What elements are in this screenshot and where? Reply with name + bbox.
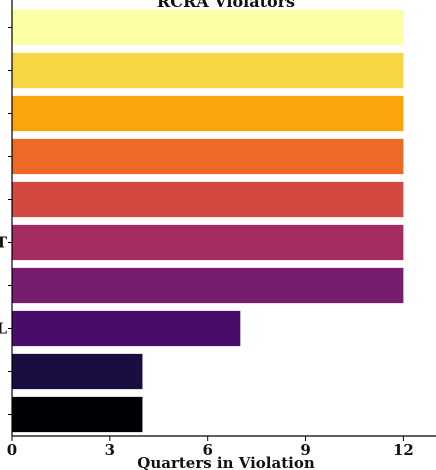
x-tick-label-3: 9: [300, 441, 310, 459]
bar-0: [12, 9, 404, 46]
bars-group: [12, 9, 404, 433]
bar-9: [12, 396, 143, 433]
bar-1: [12, 52, 404, 89]
x-tick-label-1: 3: [105, 441, 115, 459]
x-tick-label-2: 6: [202, 441, 212, 459]
x-tick-label-4: 12: [393, 441, 414, 459]
y-tick-label-7: L: [0, 320, 7, 338]
bar-8: [12, 353, 143, 390]
bar-5: [12, 224, 404, 261]
bar-7: [12, 310, 241, 347]
x-tick-label-0: 0: [7, 441, 17, 459]
chart-title: RCRA Violators: [157, 0, 295, 11]
y-tick-labels: TL: [0, 27, 12, 415]
x-axis: 0 3 6 9 12: [7, 436, 414, 459]
bar-3: [12, 138, 404, 175]
bar-4: [12, 181, 404, 218]
x-axis-title: Quarters in Violation: [137, 454, 315, 470]
y-tick-label-5: T: [0, 234, 8, 252]
bar-2: [12, 95, 404, 132]
bar-6: [12, 267, 404, 304]
